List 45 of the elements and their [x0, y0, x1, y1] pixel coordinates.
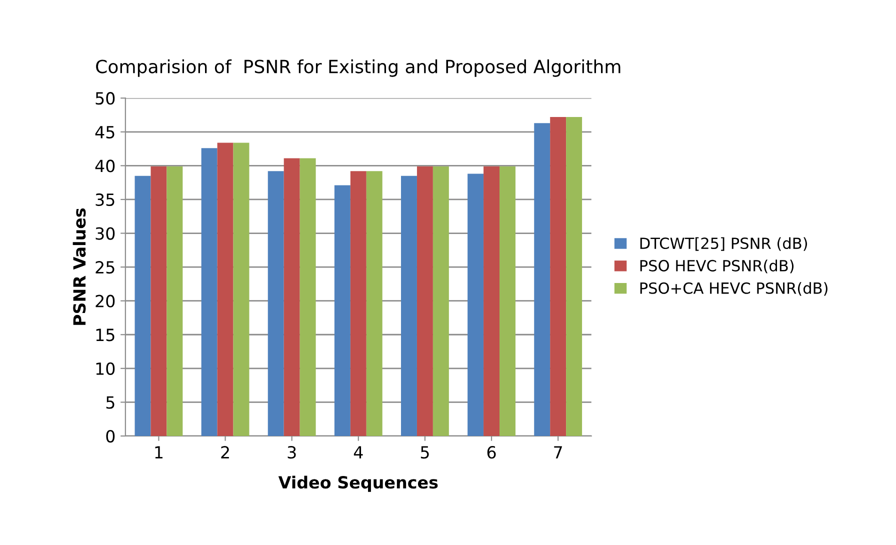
bar [300, 158, 316, 436]
y-tick-label: 50 [96, 92, 115, 105]
y-tick-label: 30 [96, 227, 115, 240]
bar [268, 171, 284, 436]
bar [284, 158, 300, 436]
bar [550, 117, 566, 436]
x-tick-label: 3 [288, 446, 296, 459]
x-tick-label: 2 [221, 446, 229, 458]
bar [416, 166, 433, 436]
x-tick-label: 6 [487, 446, 496, 459]
bar [217, 142, 234, 436]
y-tick-label: 15 [96, 328, 114, 342]
legend-label: DTCWT[25] PSNR (dB) [640, 237, 807, 251]
chart-title: Comparision of PSNR for Existing and Proposed Algorithm [96, 59, 620, 77]
bar [134, 176, 151, 436]
bar [484, 166, 500, 436]
y-tick-label: 45 [95, 126, 114, 138]
x-tick-label: 7 [554, 446, 562, 458]
y-tick-label: 20 [96, 294, 115, 308]
y-tick-label: 25 [96, 261, 114, 274]
legend-label: PSO+CA HEVC PSNR(dB) [640, 282, 828, 296]
legend-label: PSO HEVC PSNR(dB) [640, 260, 794, 274]
y-tick-label: 35 [96, 193, 114, 206]
x-tick-label: 1 [155, 446, 162, 458]
bar [500, 166, 516, 436]
bar [201, 148, 218, 436]
y-tick-label: 0 [106, 430, 115, 443]
bar [401, 176, 417, 436]
bar [432, 166, 449, 436]
x-axis-title: Video Sequences [278, 476, 438, 492]
y-tick-label: 10 [96, 362, 115, 375]
bar [334, 185, 350, 436]
y-tick-label: 5 [106, 396, 114, 409]
bar [534, 123, 550, 436]
bar [566, 117, 582, 436]
bar [350, 171, 366, 436]
bar [166, 166, 183, 436]
bar [233, 142, 250, 436]
bar [468, 174, 484, 436]
y-tick-label: 40 [95, 160, 115, 172]
y-axis-title: PSNR Values [72, 208, 86, 325]
x-tick-label: 5 [420, 446, 429, 459]
bar [150, 166, 167, 436]
x-tick-label: 4 [354, 446, 363, 458]
bar [366, 171, 382, 436]
